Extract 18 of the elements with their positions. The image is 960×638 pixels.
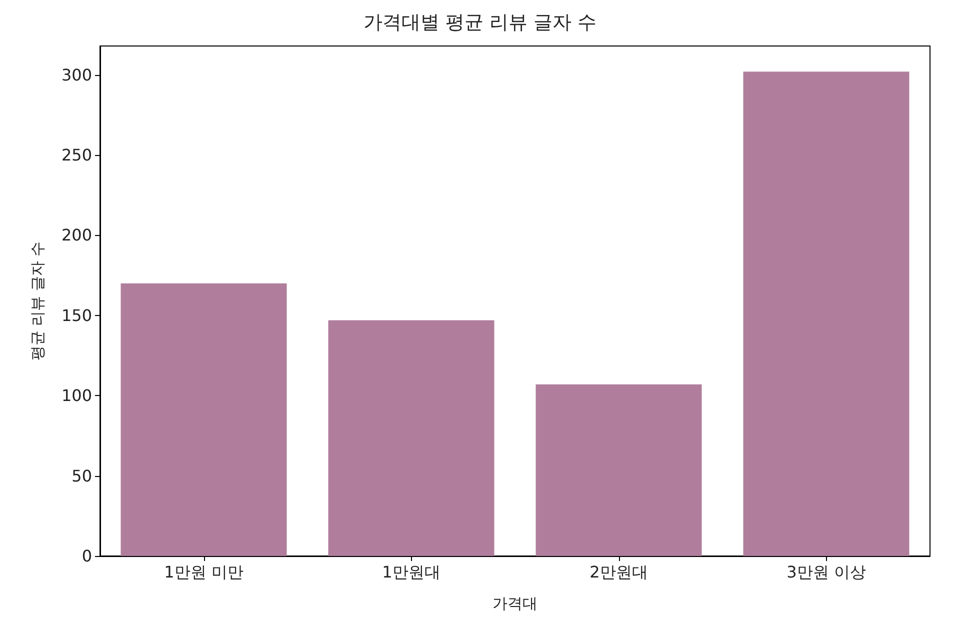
y-tick-label: 300 — [61, 65, 92, 84]
bar — [120, 283, 287, 556]
bar — [536, 384, 702, 556]
y-tick-label: 0 — [82, 546, 92, 566]
x-tick-label: 1만원 미만 — [164, 562, 244, 582]
bar — [743, 72, 910, 556]
chart-title: 가격대별 평균 리뷰 글자 수 — [363, 12, 597, 34]
y-tick-label: 150 — [61, 306, 92, 325]
y-tick-label: 100 — [61, 386, 92, 406]
x-axis-title: 가격대 — [492, 594, 538, 612]
x-tick-label: 1만원대 — [382, 562, 440, 582]
y-tick-label: 250 — [61, 146, 92, 165]
y-tick-label: 50 — [72, 466, 92, 486]
x-tick-label: 3만원 이상 — [786, 562, 866, 582]
bar — [328, 320, 494, 556]
y-tick-label: 200 — [61, 226, 92, 245]
x-tick-label: 2만원대 — [590, 562, 648, 582]
y-axis-title: 평균 리뷰 글자 수 — [28, 241, 46, 361]
